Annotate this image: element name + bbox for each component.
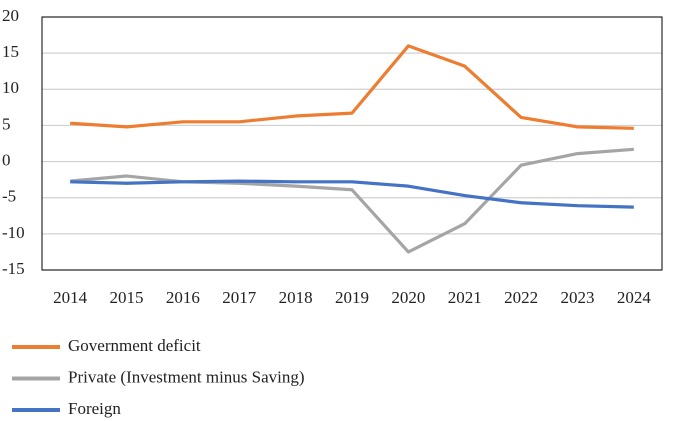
series-line [70,44,634,130]
series-line [70,147,634,254]
x-tick-label: 2019 [335,288,369,307]
x-tick-label: 2021 [448,288,482,307]
legend-label: Private (Investment minus Saving) [68,367,305,386]
x-tick-label: 2018 [279,288,313,307]
x-tick-label: 2014 [53,288,88,307]
x-tick-label: 2022 [504,288,538,307]
x-tick-label: 2024 [617,288,652,307]
y-tick-label: 20 [2,6,19,25]
x-tick-label: 2020 [391,288,425,307]
x-tick-label: 2023 [560,288,594,307]
x-tick-label: 2016 [166,288,200,307]
y-tick-label: 15 [2,42,19,61]
x-tick-label: 2015 [110,288,144,307]
legend-label: Government deficit [68,336,201,355]
y-tick-label: 10 [2,78,19,97]
plot-frame [41,16,663,271]
legend-label: Foreign [68,399,121,418]
y-tick-label: -5 [2,187,16,206]
y-tick-label: -10 [2,223,25,242]
series-line [70,179,634,209]
y-tick-label: 5 [2,114,11,133]
y-tick-label: 0 [2,150,11,169]
y-tick-label: -15 [2,259,25,278]
x-tick-label: 2017 [222,288,257,307]
